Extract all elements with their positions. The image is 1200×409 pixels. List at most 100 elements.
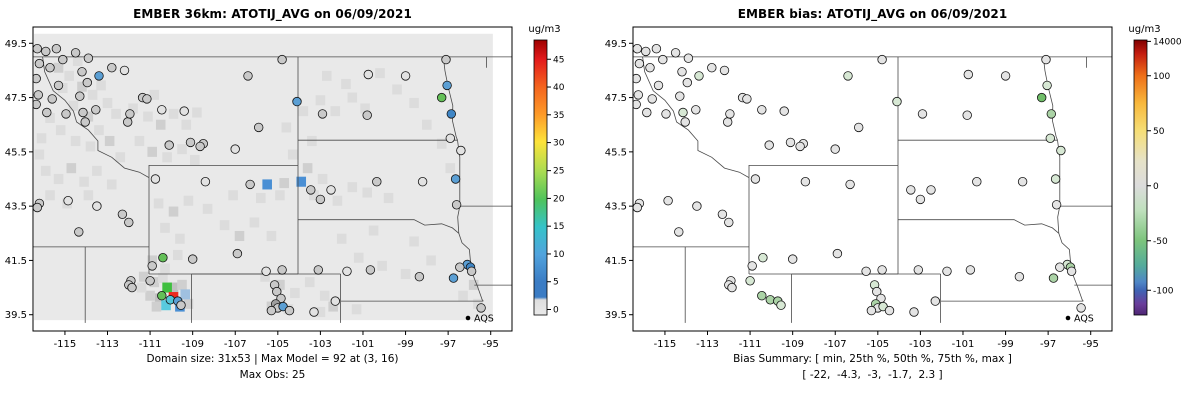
station-dot bbox=[830, 144, 840, 154]
svg-text:49.5: 49.5 bbox=[605, 39, 627, 50]
svg-text:-101: -101 bbox=[352, 339, 375, 350]
station-dot bbox=[266, 305, 277, 316]
station-dot bbox=[1046, 109, 1057, 119]
svg-text:-115: -115 bbox=[654, 339, 677, 350]
concentration-panel-title: EMBER 36km: ATOTIJ_AVG on 06/09/2021 bbox=[133, 7, 412, 21]
station-dot bbox=[45, 62, 55, 73]
station-dot bbox=[150, 174, 161, 184]
svg-text:43.5: 43.5 bbox=[605, 202, 627, 213]
svg-text:43.5: 43.5 bbox=[5, 202, 27, 213]
svg-text:47.5: 47.5 bbox=[5, 93, 27, 104]
station-dot bbox=[176, 300, 186, 310]
svg-text:100: 100 bbox=[1153, 72, 1170, 82]
station-dot bbox=[117, 209, 128, 220]
svg-text:5: 5 bbox=[553, 278, 559, 288]
left-map-layer bbox=[33, 33, 512, 323]
station-dot bbox=[185, 137, 196, 148]
svg-text:-109: -109 bbox=[781, 339, 804, 350]
station-dot bbox=[722, 117, 733, 127]
station-dot bbox=[365, 265, 376, 275]
station-dot bbox=[122, 117, 133, 127]
station-dot bbox=[877, 54, 887, 65]
svg-text:-109: -109 bbox=[181, 339, 204, 350]
station-dot bbox=[645, 62, 655, 73]
svg-text:45.5: 45.5 bbox=[5, 147, 27, 158]
svg-text:-105: -105 bbox=[866, 339, 889, 350]
station-dot bbox=[742, 94, 752, 104]
svg-text:-100: -100 bbox=[1153, 286, 1174, 296]
station-dot bbox=[243, 71, 253, 81]
station-dot bbox=[145, 276, 155, 286]
station-dot bbox=[872, 286, 882, 297]
station-dot bbox=[124, 217, 134, 228]
station-dot bbox=[1041, 54, 1051, 65]
station-dot bbox=[750, 174, 761, 184]
station-dot bbox=[785, 137, 796, 148]
station-dot bbox=[313, 265, 324, 275]
station-dot bbox=[1014, 272, 1025, 282]
station-dot bbox=[450, 174, 461, 184]
station-dot bbox=[965, 265, 976, 275]
station-dot bbox=[33, 44, 42, 54]
station-dot bbox=[326, 185, 336, 195]
station-dot bbox=[284, 305, 295, 316]
station-dot bbox=[47, 94, 57, 104]
station-dot bbox=[63, 195, 73, 206]
station-dot bbox=[51, 44, 62, 54]
station-dot bbox=[127, 282, 137, 293]
station-dot bbox=[157, 291, 167, 301]
svg-text:ug/m3: ug/m3 bbox=[1128, 24, 1160, 35]
station-dot bbox=[795, 141, 805, 152]
station-dot bbox=[1042, 80, 1052, 91]
station-dot bbox=[745, 276, 755, 286]
station-dot bbox=[926, 185, 936, 195]
station-dot bbox=[651, 44, 662, 54]
station-dot bbox=[906, 185, 916, 195]
station-dot bbox=[77, 67, 87, 77]
svg-text:0: 0 bbox=[553, 306, 559, 316]
station-dot bbox=[642, 107, 652, 118]
bias-map-svg: -115 -113 -111 -109 -107 -105 -103 -101 -99 -97 -9… bbox=[605, 24, 1182, 350]
svg-text:-101: -101 bbox=[952, 339, 975, 350]
station-dot bbox=[725, 109, 735, 119]
station-dot bbox=[272, 286, 282, 297]
station-dot bbox=[1066, 266, 1077, 277]
svg-text:15: 15 bbox=[553, 222, 564, 232]
station-dot bbox=[315, 194, 326, 205]
station-dot bbox=[33, 202, 42, 213]
station-dot bbox=[787, 254, 798, 264]
station-dot bbox=[892, 96, 902, 107]
station-dot bbox=[707, 62, 717, 73]
station-dot bbox=[843, 71, 853, 81]
bias-summary-values: [ -22, -4.3, -3, -1.7, 2.3 ] bbox=[802, 369, 943, 381]
station-dot bbox=[33, 99, 41, 110]
station-dot bbox=[717, 209, 728, 220]
station-dot bbox=[147, 261, 157, 271]
station-dot bbox=[41, 46, 51, 57]
station-dot bbox=[779, 106, 789, 116]
svg-text:-105: -105 bbox=[266, 339, 289, 350]
station-dot bbox=[445, 133, 456, 144]
station-dot bbox=[451, 200, 462, 210]
station-dot bbox=[107, 62, 117, 73]
station-dot bbox=[372, 176, 382, 187]
station-dot bbox=[633, 44, 642, 54]
svg-text:50: 50 bbox=[1153, 127, 1165, 137]
station-dot bbox=[400, 71, 411, 81]
station-dot bbox=[854, 122, 864, 133]
station-dot bbox=[747, 261, 757, 271]
station-dot bbox=[942, 266, 952, 277]
station-dot bbox=[884, 305, 895, 316]
station-dot bbox=[277, 265, 287, 275]
svg-text:-111: -111 bbox=[139, 339, 162, 350]
svg-text:-111: -111 bbox=[739, 339, 762, 350]
station-dot bbox=[466, 266, 477, 277]
station-dot bbox=[674, 227, 684, 237]
station-dot bbox=[758, 253, 768, 263]
station-dot bbox=[1055, 262, 1065, 272]
station-dot bbox=[456, 145, 466, 156]
svg-text:-95: -95 bbox=[483, 339, 499, 350]
station-dot bbox=[232, 248, 243, 259]
station-dot bbox=[633, 99, 641, 110]
